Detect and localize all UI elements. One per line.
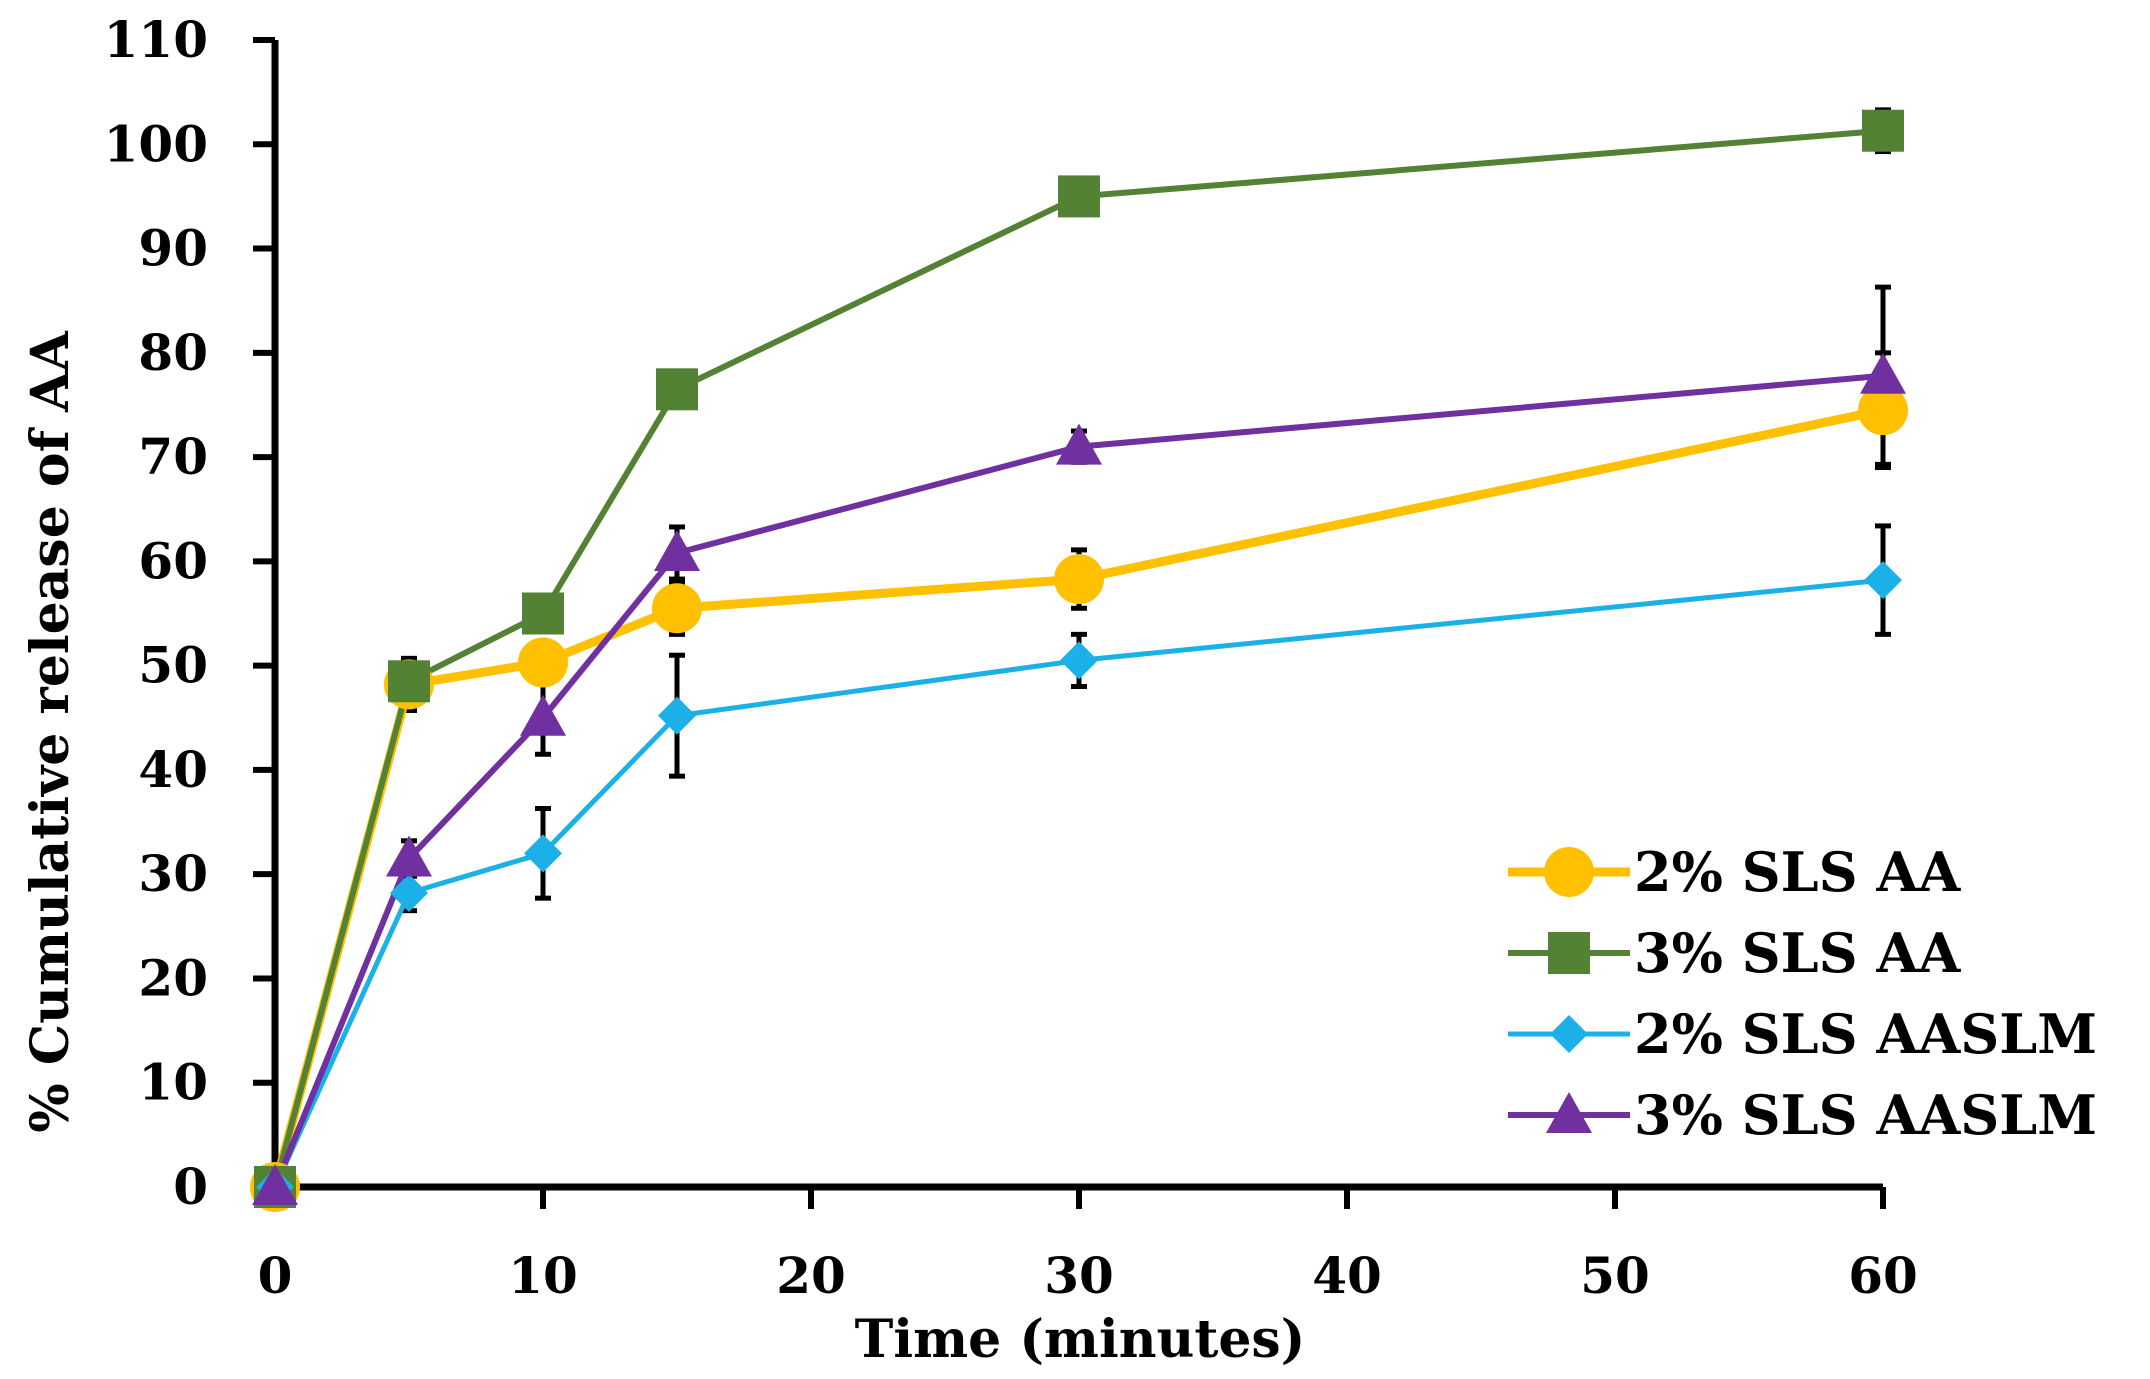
- legend-marker-2pct-sls-aa: [1544, 847, 1594, 897]
- data-point-3pct-sls-aaslm: [252, 1164, 298, 1205]
- legend-marker-2pct-sls-aaslm: [1550, 1015, 1588, 1053]
- data-point-3pct-sls-aa: [388, 660, 430, 703]
- y-tick-label: 80: [138, 323, 208, 382]
- data-point-3pct-sls-aaslm: [1056, 423, 1102, 465]
- data-point-2pct-sls-aaslm: [390, 873, 428, 912]
- axes: 0 10 20 30 40 50 60 70 80 90 100 110 0 10 20 30 40 50 60: [104, 10, 1918, 1305]
- x-tick-label: 10: [508, 1246, 578, 1305]
- x-tick-label: 0: [258, 1246, 293, 1305]
- data-point-3pct-sls-aa: [522, 592, 564, 635]
- y-axis-title-group: % Cumulative release of AA: [20, 331, 81, 1133]
- y-tick-label: 0: [173, 1157, 208, 1216]
- data-point-3pct-sls-aa: [1058, 175, 1100, 218]
- legend-label-2pct-sls-aa: 2% SLS AA: [1634, 840, 1961, 904]
- x-tick-label: 50: [1580, 1246, 1650, 1305]
- y-tick-label: 60: [138, 531, 208, 590]
- y-tick-label: 20: [138, 948, 208, 1007]
- legend-marker-3pct-sls-aaslm: [1546, 1092, 1592, 1133]
- data-point-2pct-sls-aa: [652, 583, 702, 634]
- data-point-3pct-sls-aaslm: [386, 835, 432, 877]
- x-tick-label: 20: [776, 1246, 846, 1305]
- legend-marker-3pct-sls-aa: [1548, 932, 1590, 974]
- legend-label-3pct-sls-aa: 3% SLS AA: [1634, 921, 1961, 985]
- y-tick-label: 100: [104, 114, 208, 173]
- data-point-3pct-sls-aaslm: [1860, 352, 1906, 394]
- series-line-2pct-sls-aa: [270, 405, 1884, 1189]
- y-tick-label: 30: [138, 844, 208, 903]
- data-point-2pct-sls-aaslm: [524, 834, 562, 873]
- x-axis-title: Time (minutes): [855, 1309, 1306, 1370]
- series-line-3pct-sls-aa: [272, 127, 1884, 1188]
- data-point-2pct-sls-aa: [1054, 554, 1104, 605]
- legend-label-2pct-sls-aaslm: 2% SLS AASLM: [1634, 1002, 2097, 1066]
- x-tick-label: 40: [1312, 1246, 1382, 1305]
- x-tick-label: 30: [1044, 1246, 1114, 1305]
- legend: 2% SLS AA 3% SLS AA 2% SLS AASLM 3% SLS AAS…: [1508, 840, 2097, 1147]
- data-point-2pct-sls-aa: [1858, 385, 1908, 436]
- y-tick-label: 50: [138, 636, 208, 695]
- y-tick-label: 90: [138, 219, 208, 278]
- data-point-2pct-sls-aa: [518, 637, 568, 688]
- series-lines: [270, 127, 1884, 1189]
- data-point-3pct-sls-aa: [656, 368, 698, 411]
- data-point-2pct-sls-aaslm: [1060, 641, 1098, 680]
- y-tick-label: 10: [138, 1053, 208, 1112]
- data-point-2pct-sls-aaslm: [658, 696, 696, 735]
- data-point-3pct-sls-aaslm: [520, 694, 566, 736]
- data-point-2pct-sls-aaslm: [1864, 561, 1902, 600]
- series-markers: [250, 109, 1908, 1212]
- y-tick-label: 70: [138, 427, 208, 486]
- y-tick-label: 110: [104, 10, 208, 69]
- series-line-2pct-sls-aaslm: [272, 577, 1884, 1189]
- y-tick-label: 40: [138, 740, 208, 799]
- data-point-3pct-sls-aaslm: [654, 530, 700, 571]
- error-bars: [401, 107, 1891, 914]
- series-line-3pct-sls-aaslm: [272, 372, 1884, 1189]
- y-axis-title: % Cumulative release of AA: [20, 331, 81, 1133]
- x-tick-label: 60: [1848, 1246, 1918, 1305]
- data-point-3pct-sls-aa: [1862, 109, 1904, 152]
- legend-label-3pct-sls-aaslm: 3% SLS AASLM: [1634, 1083, 2097, 1147]
